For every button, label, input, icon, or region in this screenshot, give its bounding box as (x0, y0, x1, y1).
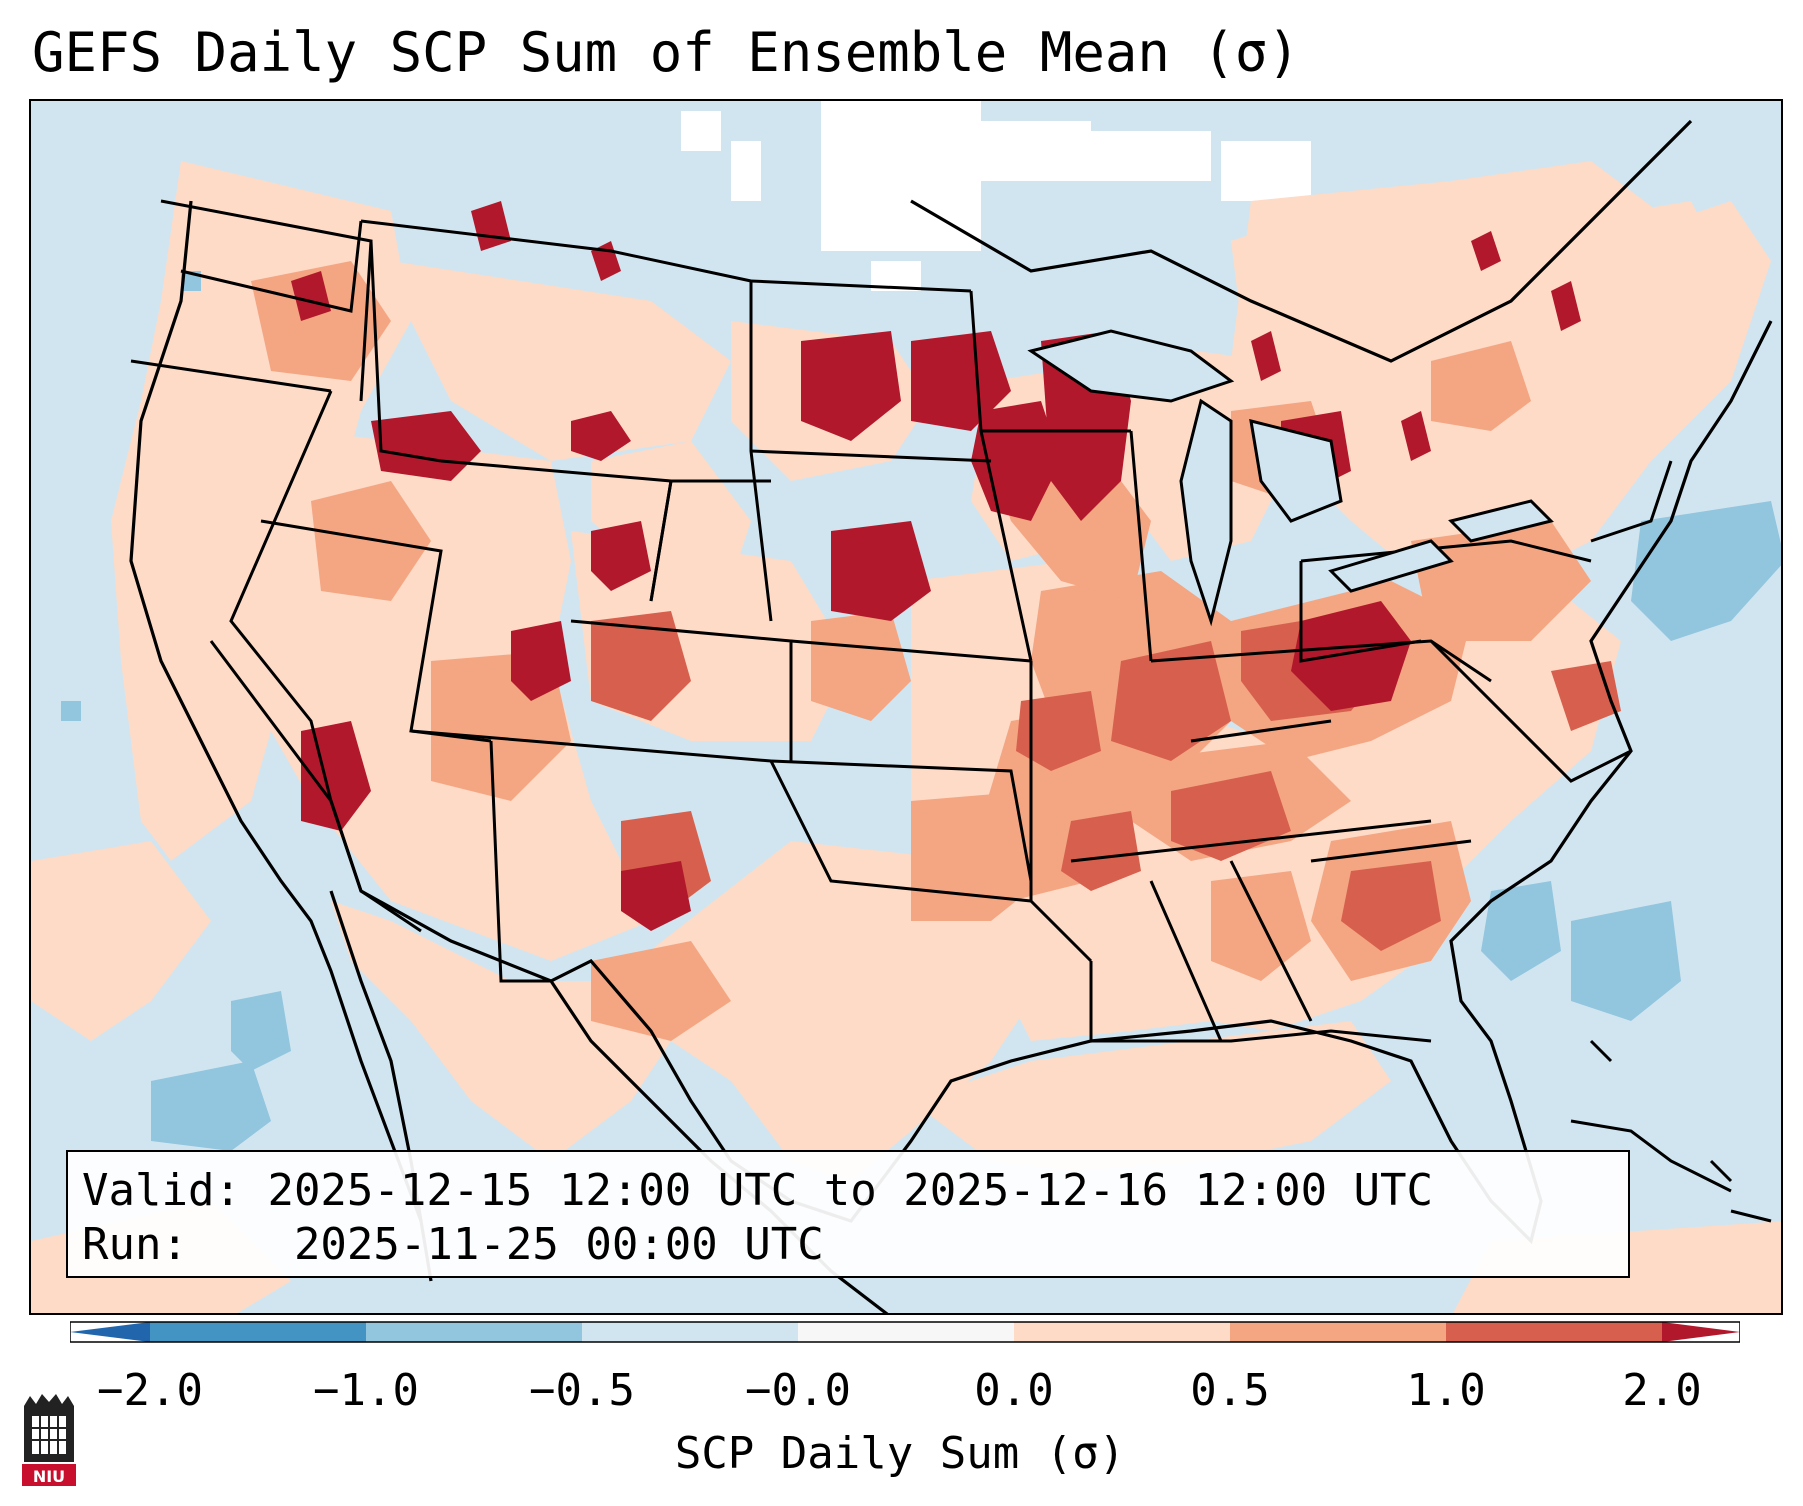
colorbar-tick: 0.0 (974, 1365, 1054, 1416)
map-canvas (31, 101, 1781, 1313)
colorbar-tick: 1.0 (1406, 1365, 1486, 1416)
caribbean-islands (1570, 1039, 1772, 1223)
colorbar-segment (150, 1322, 366, 1342)
anomaly-extreme-positive (291, 201, 1581, 931)
neutral-patches (681, 101, 1331, 291)
colorbar-segment (1446, 1322, 1662, 1342)
colorbar-outline (70, 1321, 1740, 1343)
colorbar-tick: 2.0 (1622, 1365, 1702, 1416)
colorbar-extend-min (70, 1322, 150, 1342)
colorbar-segment (1230, 1322, 1446, 1342)
anomaly-negative (61, 271, 1781, 1151)
colorbar-tick: −0.5 (529, 1365, 635, 1416)
colorbar (70, 1321, 1740, 1343)
state-boundaries (130, 199, 1673, 1043)
great-lakes (1027, 329, 1554, 627)
niu-logo: NIU (22, 1394, 76, 1486)
run-value: 2025-11-25 00:00 UTC (293, 1219, 824, 1270)
valid-label: Valid: (82, 1165, 241, 1216)
valid-value: 2025-12-15 12:00 UTC to 2025-12-16 12:00… (267, 1165, 1434, 1216)
colorbar-tick: −0.0 (745, 1365, 851, 1416)
colorbar-segment (798, 1322, 1014, 1342)
valid-run-info-box: Valid: 2025-12-15 12:00 UTC to 2025-12-1… (66, 1150, 1630, 1278)
svg-text:NIU: NIU (33, 1467, 65, 1486)
colorbar-tick: −2.0 (97, 1365, 203, 1416)
colorbar-label: SCP Daily Sum (σ) (674, 1428, 1126, 1479)
colorbar-extend-max (1662, 1322, 1740, 1342)
colorbar-segment (582, 1322, 798, 1342)
anomaly-strong-positive (591, 611, 1621, 951)
chart-title: GEFS Daily SCP Sum of Ensemble Mean (σ) (32, 21, 1300, 84)
colorbar-segment (1014, 1322, 1230, 1342)
map-panel (29, 99, 1783, 1315)
colorbar-segment (366, 1322, 582, 1342)
colorbar-tick: 0.5 (1190, 1365, 1270, 1416)
colorbar-tick: −1.0 (313, 1365, 419, 1416)
run-label: Run: (82, 1219, 188, 1270)
